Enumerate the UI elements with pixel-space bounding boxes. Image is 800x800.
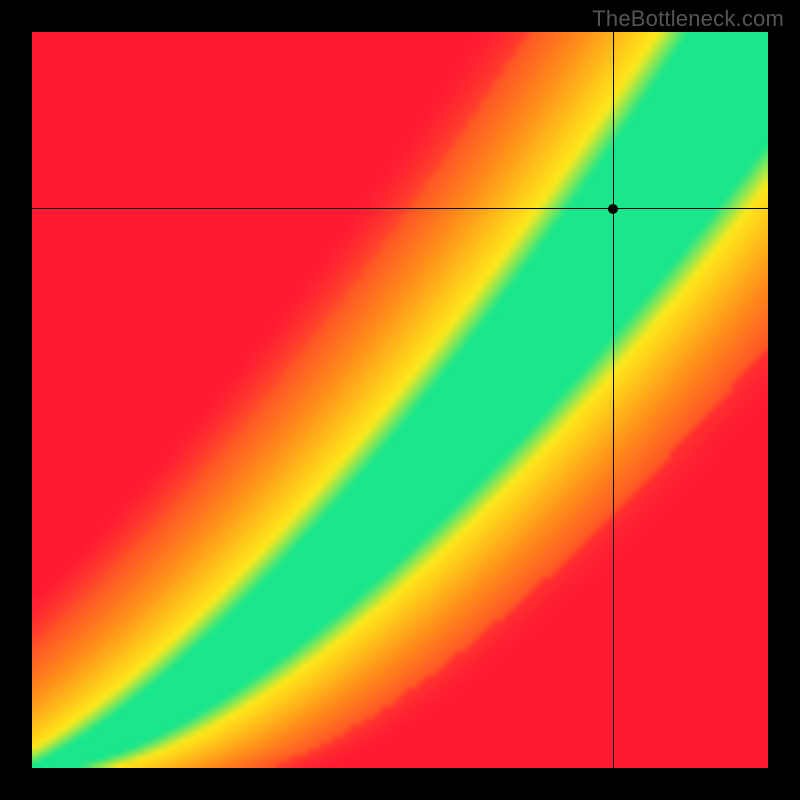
crosshair-horizontal: [32, 208, 768, 209]
heatmap-plot: [32, 32, 768, 768]
crosshair-vertical: [613, 32, 614, 768]
heatmap-canvas: [32, 32, 768, 768]
crosshair-marker: [608, 204, 618, 214]
watermark-text: TheBottleneck.com: [592, 6, 784, 32]
chart-container: TheBottleneck.com: [0, 0, 800, 800]
